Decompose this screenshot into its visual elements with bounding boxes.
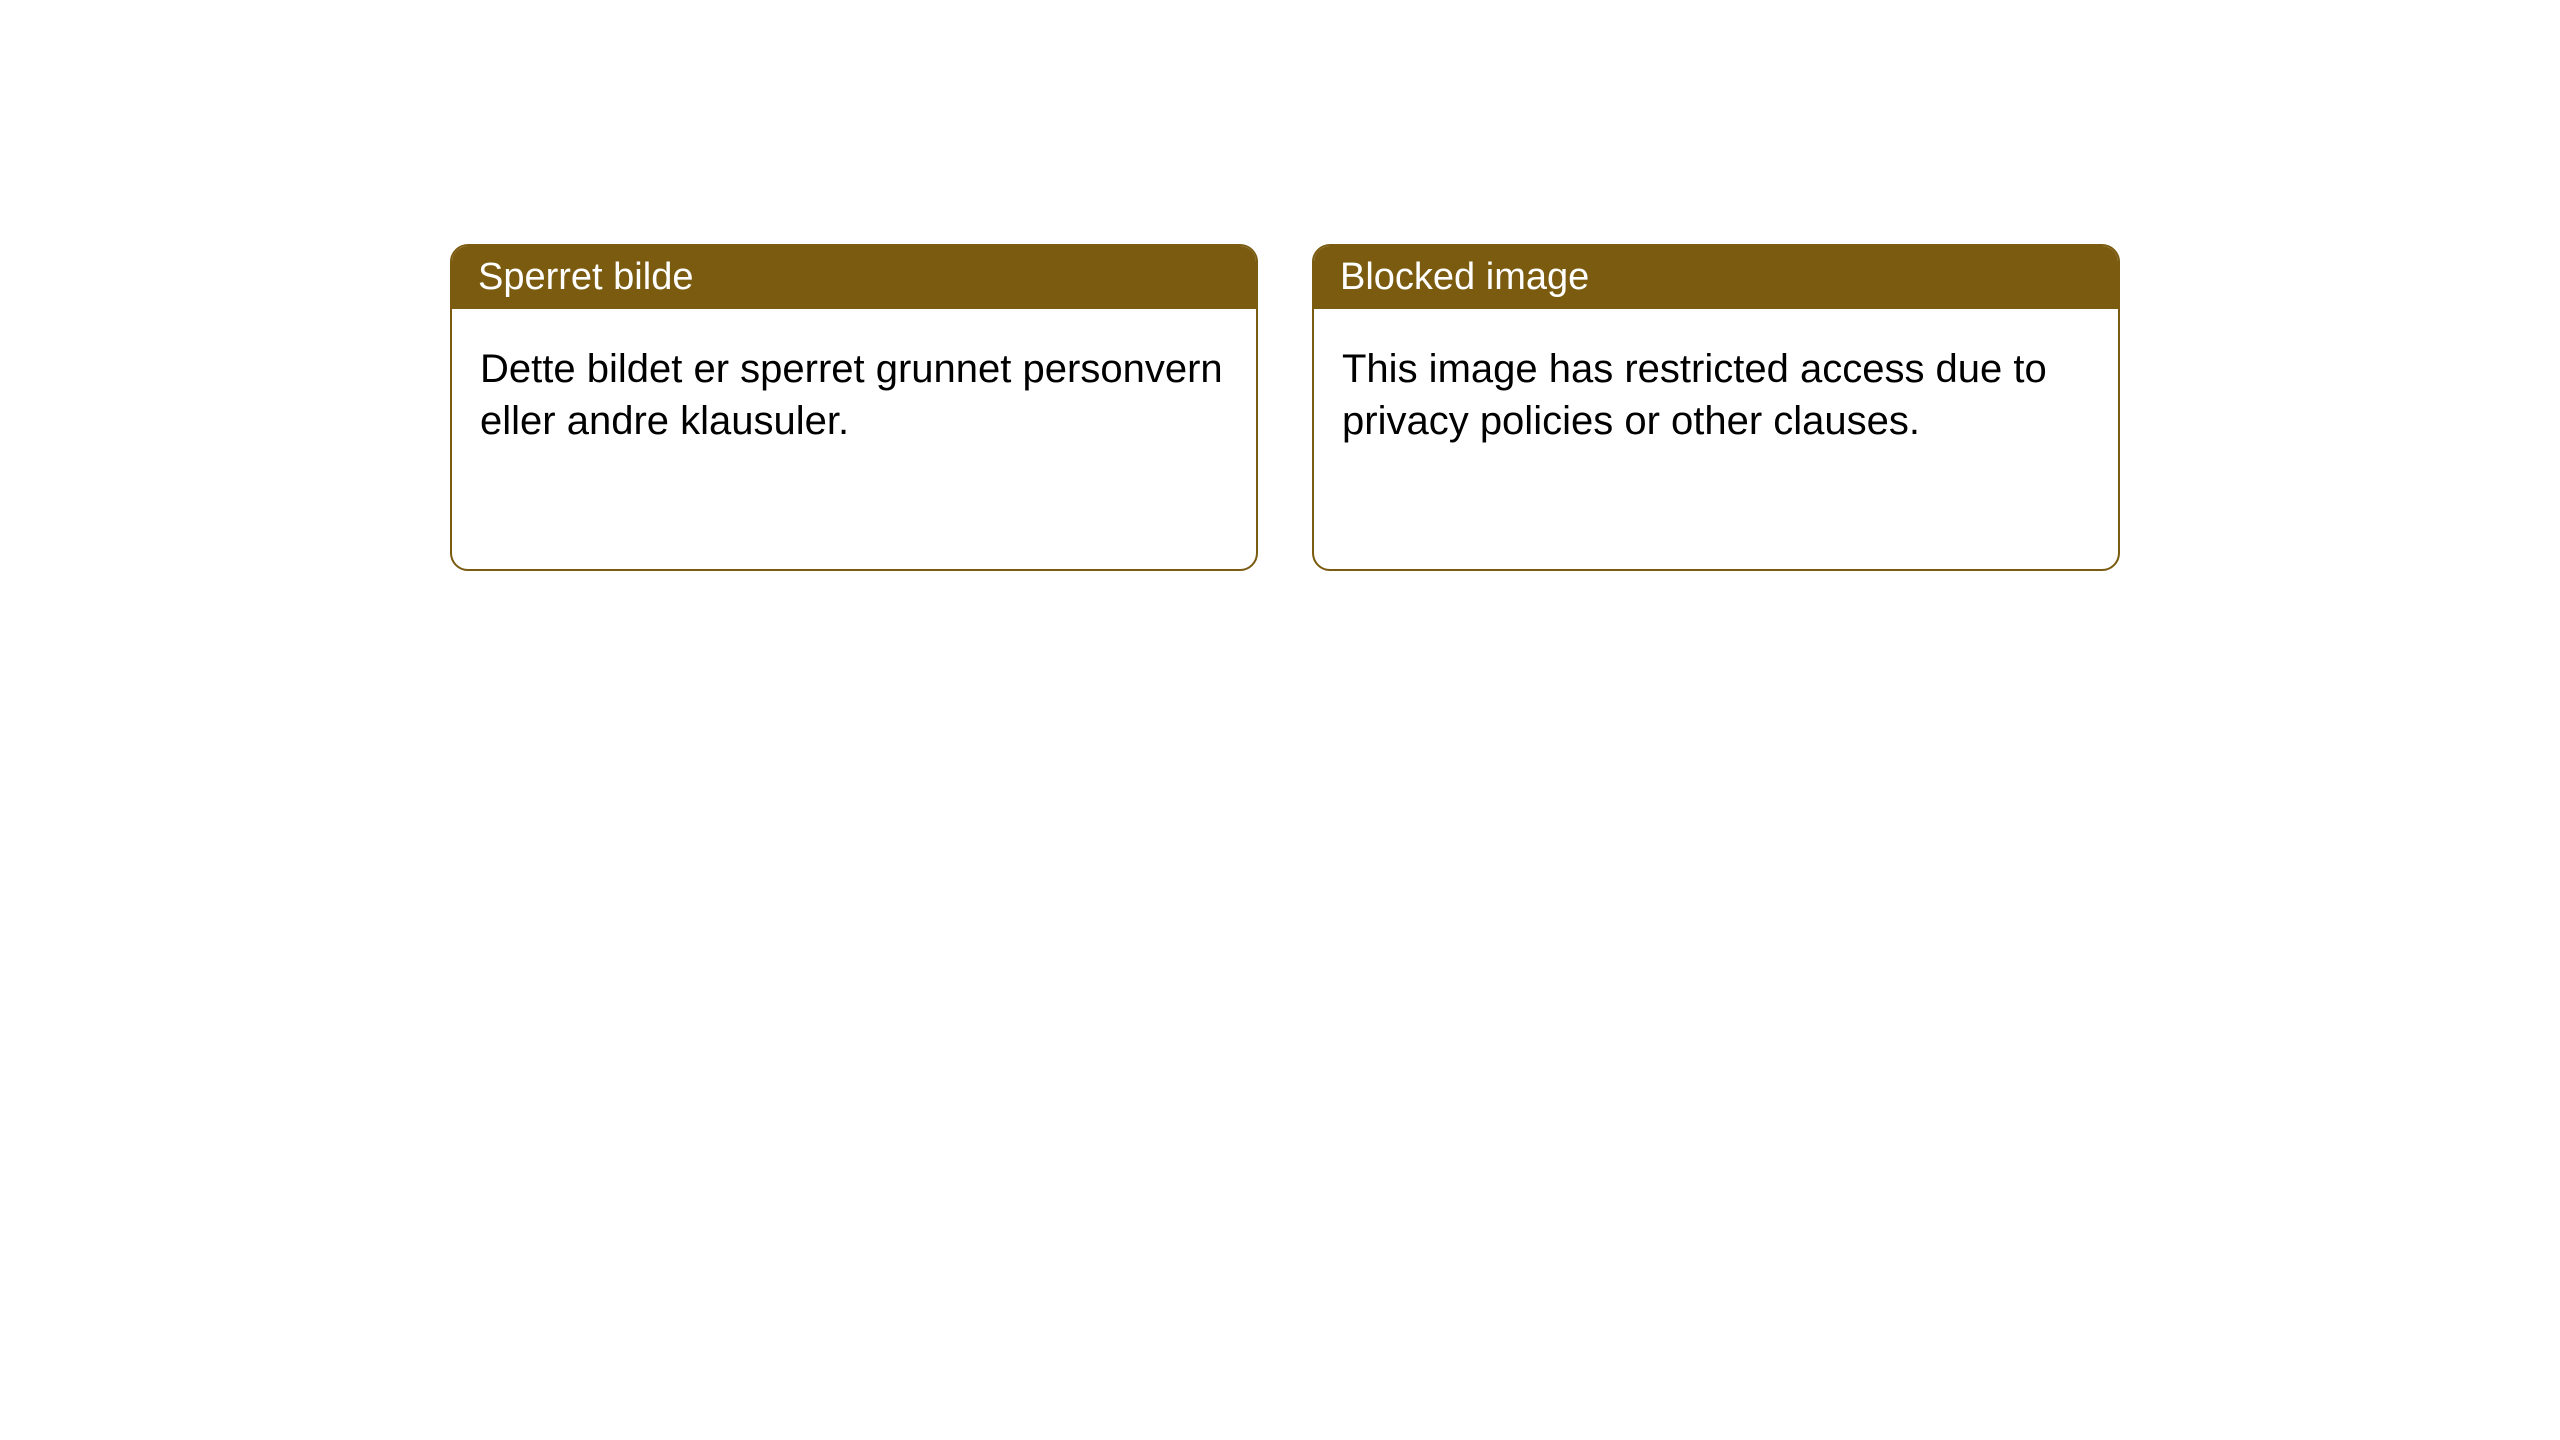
notice-title: Blocked image [1340,256,1589,298]
notice-title: Sperret bilde [478,256,693,298]
notice-box-norwegian: Sperret bilde Dette bildet er sperret gr… [450,244,1258,571]
notice-body: This image has restricted access due to … [1314,309,2118,569]
notice-body-text: This image has restricted access due to … [1342,347,2047,443]
notice-container: Sperret bilde Dette bildet er sperret gr… [450,244,2120,571]
notice-body-text: Dette bildet er sperret grunnet personve… [480,347,1223,443]
notice-body: Dette bildet er sperret grunnet personve… [452,309,1256,569]
notice-header: Sperret bilde [452,246,1256,309]
notice-box-english: Blocked image This image has restricted … [1312,244,2120,571]
notice-header: Blocked image [1314,246,2118,309]
